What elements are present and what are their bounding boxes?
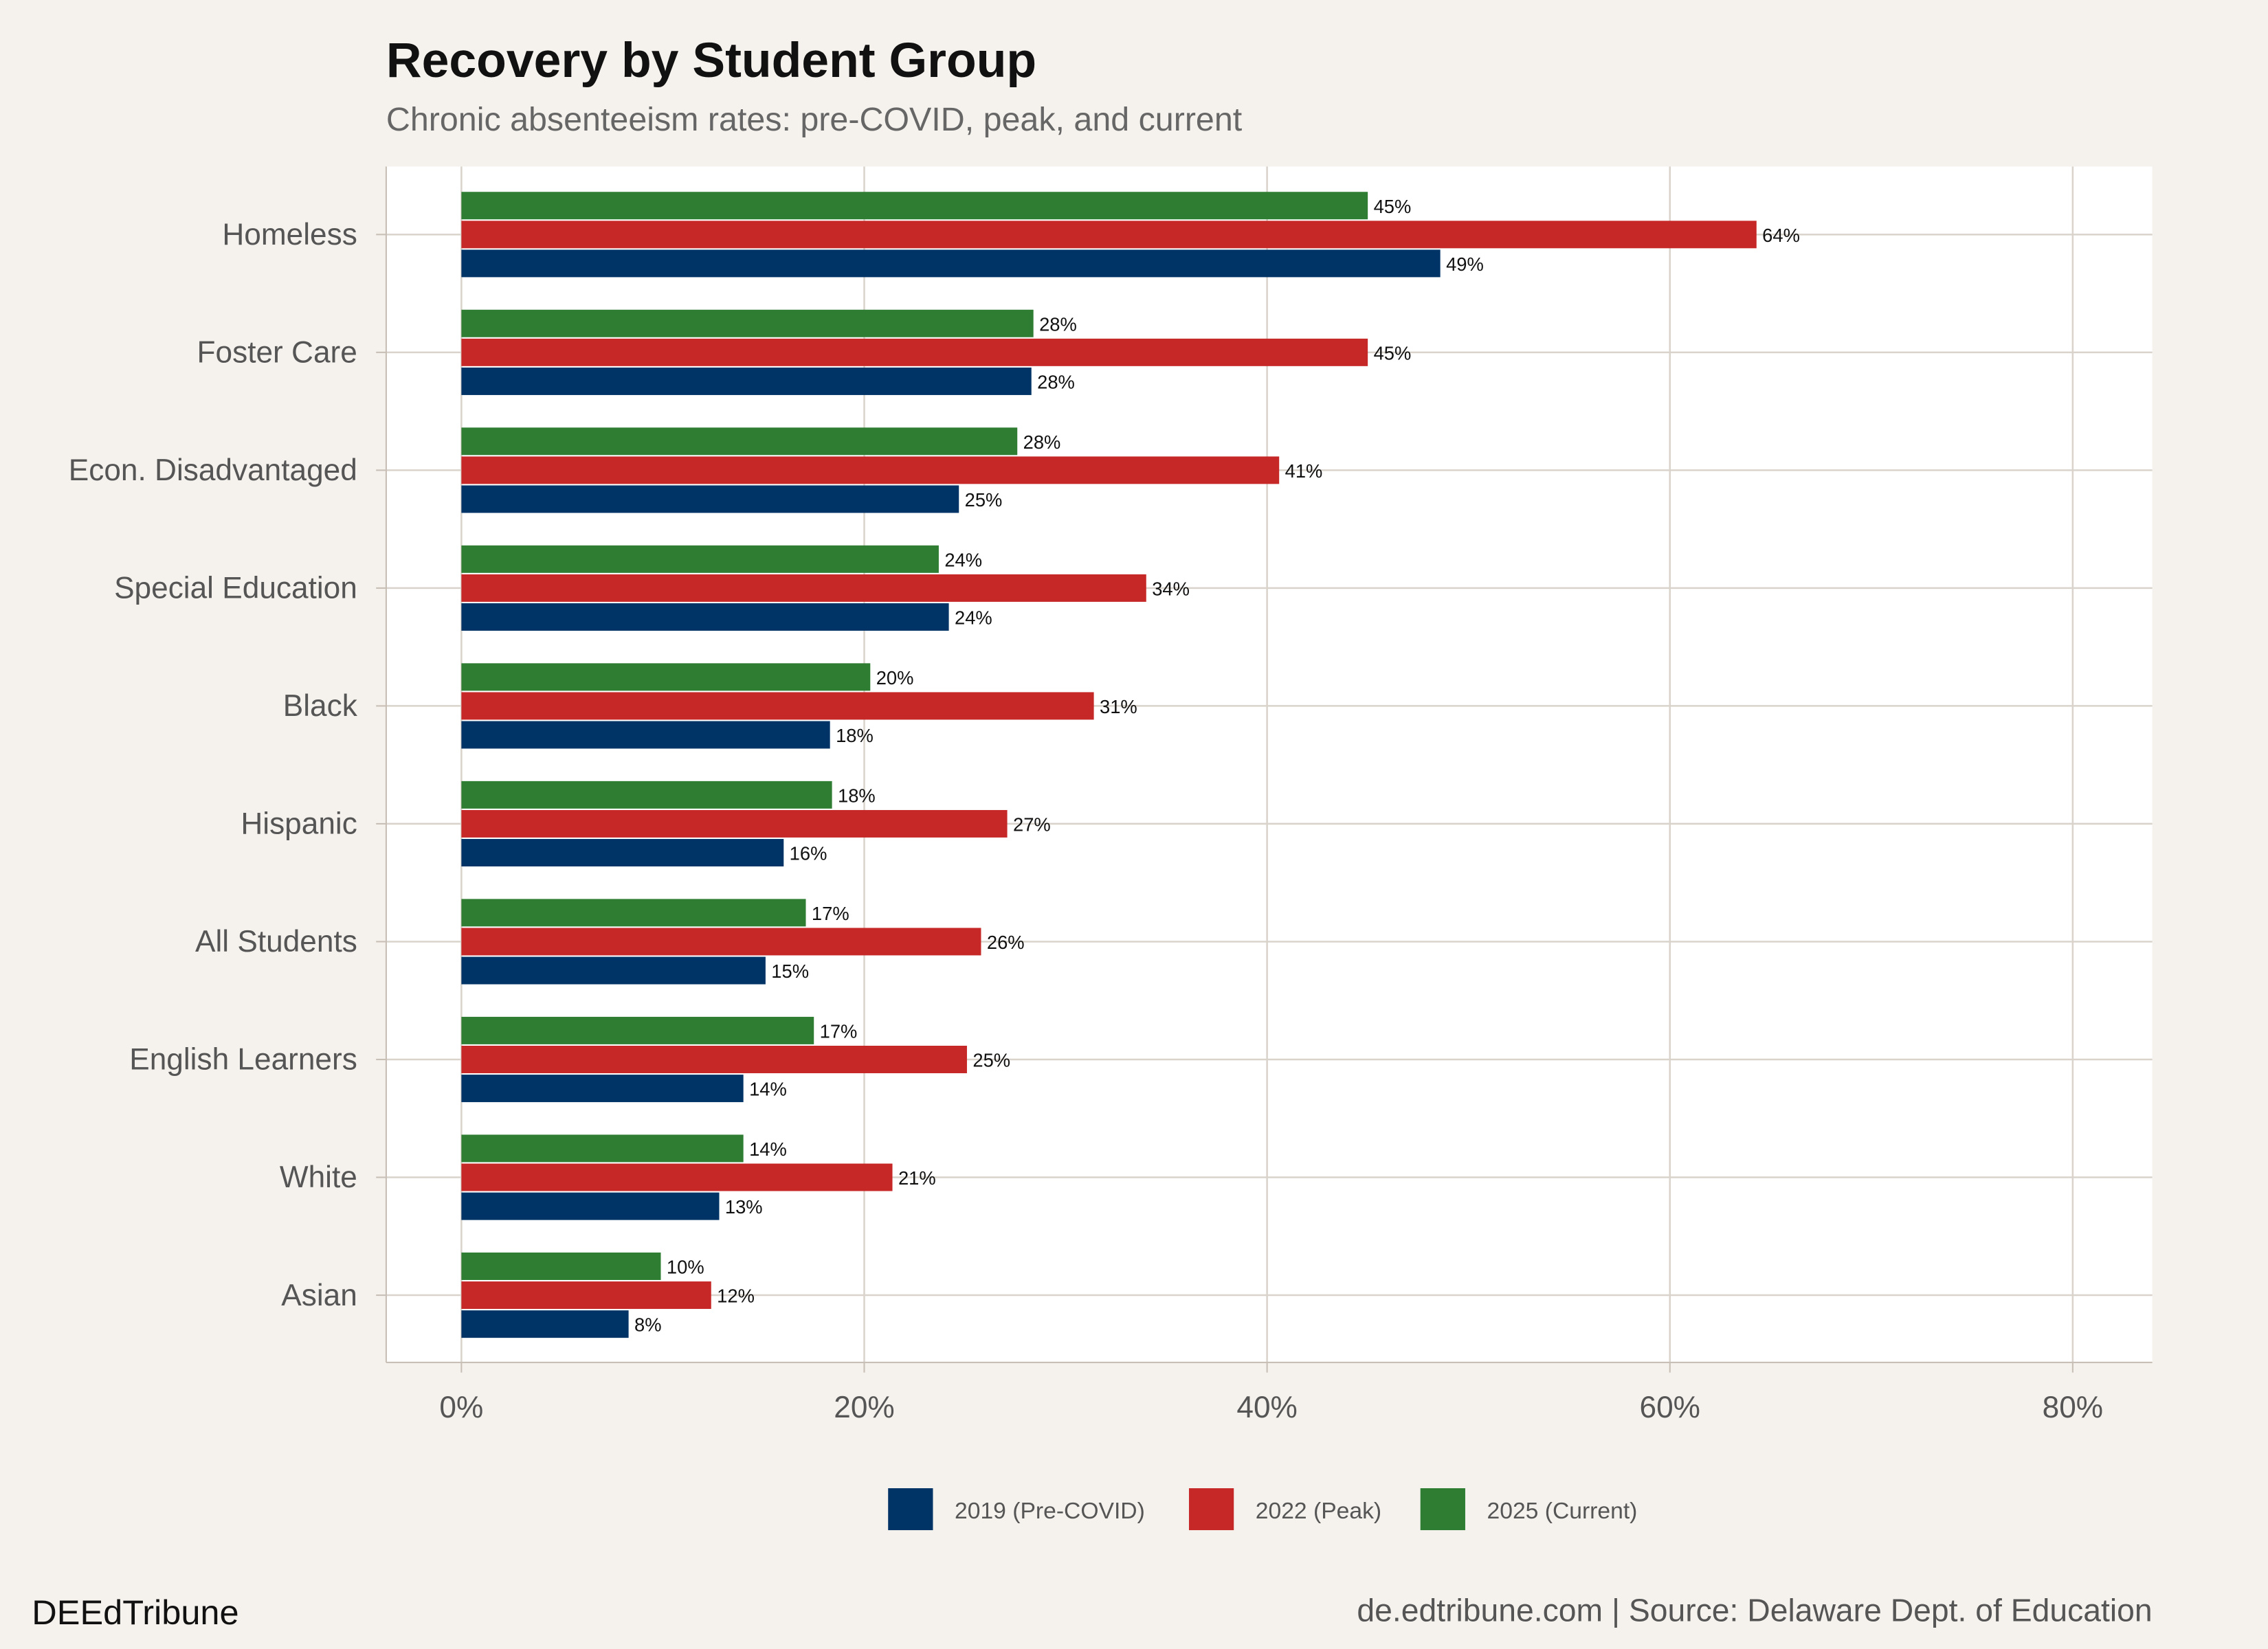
data-label: 16% bbox=[790, 843, 827, 864]
data-label: 34% bbox=[1152, 578, 1190, 599]
bar-2025 bbox=[461, 1134, 744, 1163]
data-label: 25% bbox=[965, 489, 1003, 511]
y-axis-labels: Homeless Foster Care Econ. Disadvantaged Sp… bbox=[69, 218, 386, 1312]
data-label: 18% bbox=[836, 725, 874, 746]
category-label: Foster Care bbox=[197, 336, 357, 370]
data-label: 45% bbox=[1374, 196, 1412, 217]
bar-2025 bbox=[461, 781, 832, 809]
bar-2022 bbox=[461, 221, 1757, 249]
bar-2022 bbox=[461, 456, 1280, 484]
category-label: Special Education bbox=[114, 572, 357, 605]
bar-2022 bbox=[461, 1281, 711, 1310]
bar-2019 bbox=[461, 1075, 744, 1103]
bar-2019 bbox=[461, 956, 766, 985]
bar-2025 bbox=[461, 192, 1368, 220]
bar-2022 bbox=[461, 928, 981, 956]
bar-2022 bbox=[461, 1163, 893, 1191]
data-label: 28% bbox=[1023, 431, 1061, 453]
bar-2019 bbox=[461, 721, 830, 749]
legend-swatch bbox=[1420, 1488, 1465, 1531]
bar-2019 bbox=[461, 249, 1441, 278]
data-labels: 45% 64% 49% 28% 45% 28% 28% 41% 25% 24% 34% 24% 20% 3… bbox=[634, 196, 1800, 1336]
category-label: Homeless bbox=[222, 218, 357, 251]
bar-2019 bbox=[461, 1192, 720, 1220]
data-label: 27% bbox=[1013, 814, 1051, 835]
data-label: 13% bbox=[725, 1196, 763, 1218]
bar-2019 bbox=[461, 1310, 629, 1338]
bar-2022 bbox=[461, 574, 1146, 602]
bar-2019 bbox=[461, 603, 949, 631]
bar-2022 bbox=[461, 1046, 967, 1073]
x-tick-label: 60% bbox=[1640, 1391, 1700, 1424]
bar-2019 bbox=[461, 367, 1032, 395]
bar-2025 bbox=[461, 545, 939, 573]
x-tick-label: 0% bbox=[439, 1391, 483, 1424]
data-label: 8% bbox=[634, 1314, 662, 1336]
data-label: 24% bbox=[955, 607, 992, 629]
legend-label: 2025 (Current) bbox=[1487, 1499, 1638, 1524]
data-label: 24% bbox=[944, 549, 982, 570]
category-label: Black bbox=[283, 689, 358, 723]
legend-label: 2019 (Pre-COVID) bbox=[955, 1499, 1145, 1524]
brand-logo: DEEdTribune bbox=[32, 1593, 238, 1632]
bar-2025 bbox=[461, 663, 871, 691]
bar-2025 bbox=[461, 309, 1034, 337]
legend-label: 2022 (Peak) bbox=[1256, 1499, 1381, 1524]
data-label: 20% bbox=[876, 667, 914, 688]
x-axis-labels: 0% 20% 40% 60% 80% bbox=[439, 1362, 2103, 1424]
bar-2025 bbox=[461, 899, 806, 927]
data-label: 14% bbox=[749, 1079, 787, 1100]
bar-2019 bbox=[461, 839, 784, 867]
data-label: 17% bbox=[820, 1020, 858, 1042]
data-label: 64% bbox=[1762, 225, 1800, 246]
data-label: 17% bbox=[812, 903, 849, 924]
data-label: 12% bbox=[717, 1286, 755, 1307]
source-note: de.edtribune.com | Source: Delaware Dept… bbox=[1357, 1593, 2152, 1628]
bars bbox=[461, 192, 1757, 1338]
x-tick-label: 20% bbox=[834, 1391, 894, 1424]
category-label: English Learners bbox=[129, 1043, 357, 1077]
data-label: 45% bbox=[1374, 342, 1412, 363]
bar-2022 bbox=[461, 338, 1368, 366]
bar-2022 bbox=[461, 809, 1008, 838]
category-label: Hispanic bbox=[241, 807, 357, 841]
legend-swatch bbox=[1188, 1488, 1234, 1531]
data-label: 21% bbox=[898, 1167, 936, 1189]
data-label: 10% bbox=[667, 1256, 704, 1277]
data-label: 31% bbox=[1100, 696, 1137, 717]
bar-2025 bbox=[461, 427, 1018, 456]
category-label: Asian bbox=[281, 1279, 357, 1312]
chart-subtitle: Chronic absenteeism rates: pre-COVID, pe… bbox=[386, 101, 1243, 138]
bar-2025 bbox=[461, 1016, 814, 1044]
data-label: 26% bbox=[987, 932, 1025, 953]
category-label: White bbox=[280, 1160, 357, 1194]
data-label: 14% bbox=[749, 1138, 787, 1160]
data-label: 28% bbox=[1037, 371, 1075, 392]
data-label: 15% bbox=[771, 961, 809, 982]
legend-swatch bbox=[888, 1488, 933, 1531]
legend: 2019 (Pre-COVID) 2022 (Peak) 2025 (Current… bbox=[888, 1488, 1638, 1531]
data-label: 28% bbox=[1039, 313, 1077, 335]
x-tick-label: 40% bbox=[1236, 1391, 1297, 1424]
category-label: Econ. Disadvantaged bbox=[69, 453, 357, 487]
chart-title: Recovery by Student Group bbox=[386, 33, 1036, 88]
data-label: 49% bbox=[1446, 254, 1484, 275]
data-label: 18% bbox=[838, 785, 876, 806]
bar-2025 bbox=[461, 1252, 661, 1280]
bar-2019 bbox=[461, 485, 959, 513]
category-label: All Students bbox=[195, 925, 357, 958]
data-label: 25% bbox=[972, 1050, 1010, 1071]
x-tick-label: 80% bbox=[2043, 1391, 2103, 1424]
bar-2022 bbox=[461, 692, 1094, 720]
data-label: 41% bbox=[1285, 460, 1323, 482]
